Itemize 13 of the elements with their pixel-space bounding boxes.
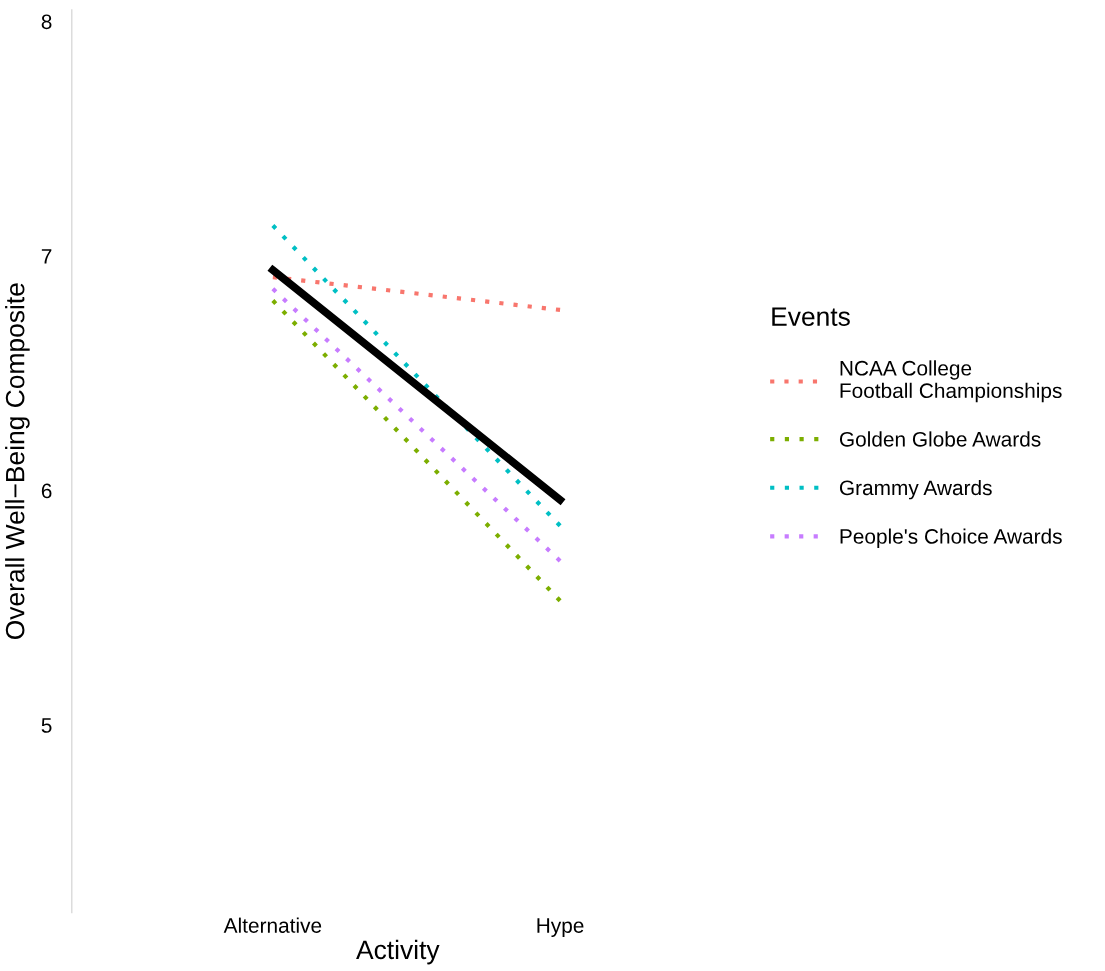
y-tick-label: 7 bbox=[41, 249, 52, 264]
legend-label: Grammy Awards bbox=[839, 479, 992, 500]
y-tick-label: 8 bbox=[41, 14, 52, 30]
legend-label: Golden Globe Awards bbox=[839, 431, 1041, 447]
y-tick-label: 5 bbox=[41, 718, 52, 733]
y-axis-title: Overall Well−Being Composite bbox=[5, 283, 30, 640]
x-tick-label: Hype bbox=[537, 918, 584, 938]
legend-label: People's Choice Awards bbox=[840, 528, 1062, 548]
y-tick-label: 6 bbox=[41, 483, 52, 499]
legend-label: NCAA College Football Championships bbox=[840, 360, 1062, 403]
x-tick-label: Alternative bbox=[223, 917, 322, 933]
legend-title: Events bbox=[772, 307, 850, 326]
x-axis-title: Activity bbox=[356, 939, 440, 965]
